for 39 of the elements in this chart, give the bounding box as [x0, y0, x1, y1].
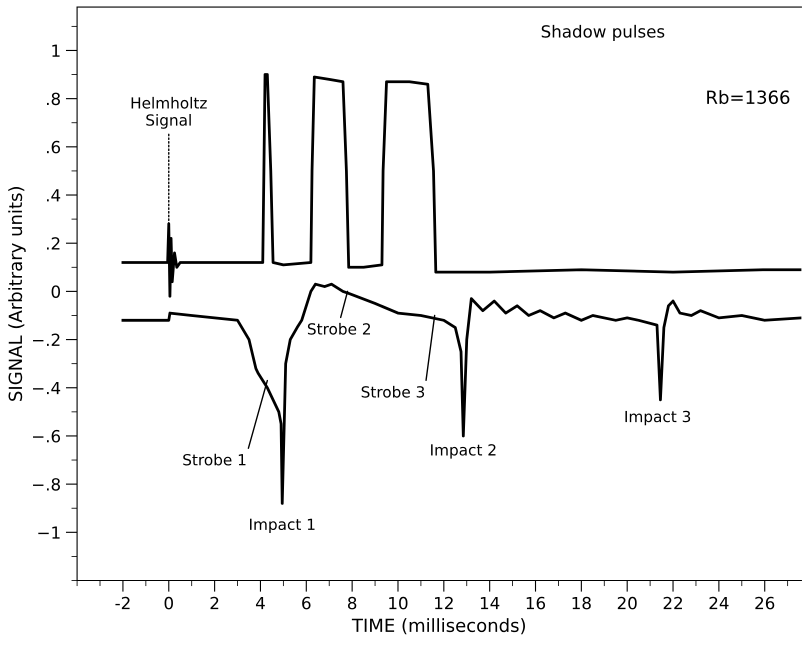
x-tick-label: 26	[755, 596, 774, 610]
x-tick-label: 2	[210, 596, 218, 610]
x-tick-label: 10	[389, 596, 408, 610]
annotation: Impact 3	[625, 410, 690, 426]
y-tick-label: −.6	[33, 430, 60, 443]
x-tick-label: 14	[480, 596, 500, 610]
x-tick-label: 20	[618, 596, 637, 610]
x-tick-label: 12	[435, 596, 453, 610]
annotation: Rb=1366	[707, 90, 790, 104]
x-tick-label: 16	[526, 596, 546, 610]
y-tick-label: 1	[52, 44, 60, 57]
annotation: Shadow pulses	[542, 24, 664, 41]
x-tick-label: 22	[664, 596, 682, 610]
annotation: Impact 1	[250, 518, 315, 534]
y-axis-title: SIGNAL (Arbitrary units)	[8, 187, 26, 401]
y-tick-label: .4	[46, 189, 60, 202]
y-tick-label: .6	[46, 140, 60, 154]
line-series	[122, 73, 802, 298]
x-tick-label: 0	[164, 596, 173, 610]
line-series	[122, 282, 802, 505]
x-axis-title: TIME (milliseconds)	[352, 618, 525, 634]
x-tick-label: 6	[302, 596, 311, 610]
y-tick-label: .2	[46, 237, 60, 250]
x-tick-label: 8	[348, 596, 356, 610]
y-tick-label: −.2	[33, 334, 60, 346]
x-tick-label: 4	[256, 596, 265, 610]
annotation: Helmholtz Signal	[132, 96, 207, 129]
y-tick-label: −1	[38, 526, 60, 539]
annotation: Impact 2	[431, 444, 496, 459]
x-tick-label: -2	[115, 596, 130, 610]
x-tick-label: 18	[572, 596, 591, 610]
y-tick-label: −.8	[33, 478, 60, 491]
y-tick-label: 0	[52, 285, 60, 298]
annotation: Strobe 2	[308, 322, 370, 335]
y-tick-label: −.4	[33, 382, 60, 394]
annotation: Strobe 1	[183, 454, 246, 466]
annotation: Strobe 3	[362, 386, 424, 398]
y-tick-label: .8	[46, 92, 60, 106]
x-tick-label: 24	[709, 596, 729, 610]
